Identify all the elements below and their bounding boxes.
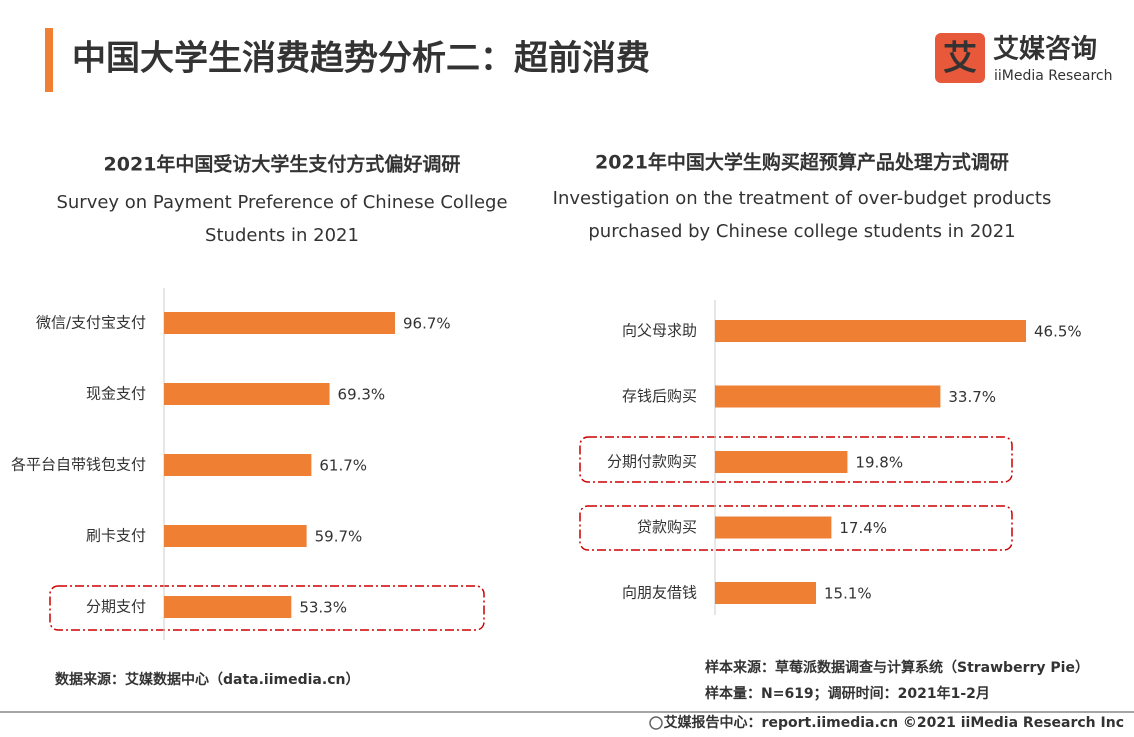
value-label: 61.7% xyxy=(319,457,367,475)
category-label: 向父母求助 xyxy=(622,322,697,340)
chart-title: 2021年中国大学生购买超预算产品处理方式调研 xyxy=(595,151,1009,174)
category-label: 分期付款购买 xyxy=(607,453,697,471)
logo-name: 艾媒咨询 xyxy=(993,34,1097,65)
bar xyxy=(715,451,848,473)
category-label: 微信/支付宝支付 xyxy=(36,314,146,332)
highlight-box xyxy=(49,585,485,631)
category-label: 现金支付 xyxy=(86,385,146,403)
bar xyxy=(164,312,395,334)
value-label: 69.3% xyxy=(338,386,386,404)
footer-icon xyxy=(649,716,663,730)
category-label: 存钱后购买 xyxy=(622,387,697,405)
logo-glyph: 艾 xyxy=(943,39,977,79)
value-label: 17.4% xyxy=(839,519,887,537)
bar xyxy=(164,596,292,618)
title-accent xyxy=(45,28,53,92)
chart-subtitle: Investigation on the treatment of over-b… xyxy=(553,188,1052,209)
bar xyxy=(715,385,941,408)
chart-subtitle: purchased by Chinese college students in… xyxy=(588,221,1015,242)
bar xyxy=(715,582,816,604)
category-label: 向朋友借钱 xyxy=(622,584,697,602)
value-label: 59.7% xyxy=(315,528,363,546)
bar xyxy=(715,516,832,539)
value-label: 15.1% xyxy=(824,585,872,603)
bar xyxy=(164,383,330,405)
bar xyxy=(164,525,307,547)
footer: 艾媒报告中心：report.iimedia.cn ©2021 iiMedia R… xyxy=(664,714,1124,731)
bar xyxy=(715,320,1026,342)
highlight-box xyxy=(579,436,1013,483)
category-label: 刷卡支付 xyxy=(86,527,146,545)
value-label: 33.7% xyxy=(948,388,996,406)
category-label: 贷款购买 xyxy=(637,518,697,536)
logo-icon xyxy=(935,33,985,83)
category-label: 分期支付 xyxy=(86,598,146,616)
value-label: 46.5% xyxy=(1034,323,1082,341)
bar xyxy=(164,454,312,476)
chart-subtitle: Survey on Payment Preference of Chinese … xyxy=(56,192,507,213)
logo-sub: iiMedia Research xyxy=(994,68,1113,84)
source-note: 样本来源：草莓派数据调查与计算系统（Strawberry Pie） xyxy=(705,659,1089,676)
value-label: 19.8% xyxy=(855,454,903,472)
page-title: 中国大学生消费趋势分析二：超前消费 xyxy=(72,39,650,79)
chart-subtitle: Students in 2021 xyxy=(205,225,359,246)
highlight-box xyxy=(579,505,1013,551)
source-note: 数据来源：艾媒数据中心（data.iimedia.cn） xyxy=(55,671,359,688)
source-note: 样本量：N=619；调研时间：2021年1-2月 xyxy=(705,685,990,702)
value-label: 96.7% xyxy=(403,315,451,333)
chart-title: 2021年中国受访大学生支付方式偏好调研 xyxy=(104,153,461,176)
value-label: 53.3% xyxy=(299,599,347,617)
category-label: 各平台自带钱包支付 xyxy=(11,456,146,474)
